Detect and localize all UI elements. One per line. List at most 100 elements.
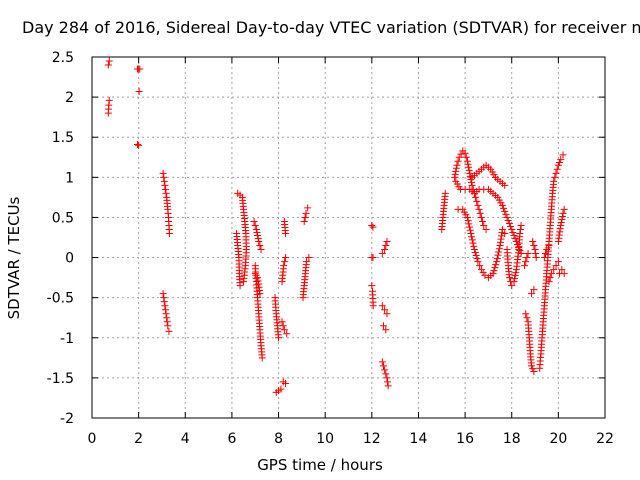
data-point-marker bbox=[528, 290, 536, 298]
data-point-marker bbox=[516, 229, 524, 237]
data-point-marker bbox=[473, 197, 481, 205]
data-point-marker bbox=[466, 226, 474, 234]
data-point-marker bbox=[251, 221, 259, 229]
y-axis-label: SDTVAR / TECUs bbox=[5, 196, 23, 320]
data-point-marker bbox=[161, 302, 169, 310]
data-point-marker bbox=[511, 235, 519, 243]
data-point-marker bbox=[558, 266, 566, 274]
data-point-marker bbox=[466, 223, 474, 231]
data-point-marker bbox=[382, 370, 390, 378]
data-point-marker bbox=[381, 246, 389, 254]
data-point-marker bbox=[470, 246, 478, 254]
data-point-marker bbox=[452, 167, 460, 175]
data-point-marker bbox=[160, 173, 168, 181]
data-point-marker bbox=[368, 282, 376, 290]
data-point-marker bbox=[530, 286, 538, 294]
data-point-marker bbox=[379, 322, 387, 330]
data-point-marker bbox=[463, 213, 471, 221]
data-point-marker bbox=[382, 326, 390, 334]
data-point-marker bbox=[277, 385, 285, 393]
data-point-marker bbox=[492, 261, 500, 269]
data-point-marker bbox=[382, 242, 390, 250]
data-point-marker bbox=[161, 185, 169, 193]
data-point-marker bbox=[465, 220, 473, 228]
data-point-marker bbox=[378, 302, 386, 310]
data-point-marker bbox=[455, 153, 463, 161]
data-point-marker bbox=[165, 327, 173, 335]
data-point-marker bbox=[480, 221, 488, 229]
y-tick-label: 1 bbox=[65, 170, 74, 186]
data-point-marker bbox=[495, 248, 503, 256]
data-point-marker bbox=[160, 298, 168, 306]
data-point-marker bbox=[501, 207, 509, 215]
data-point-marker bbox=[159, 290, 167, 298]
x-tick-label: 14 bbox=[410, 431, 428, 447]
data-point-marker bbox=[560, 270, 568, 278]
data-point-marker bbox=[465, 166, 473, 174]
data-point-marker bbox=[378, 358, 386, 366]
data-point-marker bbox=[282, 380, 290, 388]
data-point-marker bbox=[493, 258, 501, 266]
data-point-marker bbox=[282, 254, 290, 262]
data-point-marker bbox=[369, 254, 377, 262]
x-tick-label: 20 bbox=[549, 431, 567, 447]
data-point-marker bbox=[161, 181, 169, 189]
data-point-marker bbox=[471, 249, 479, 257]
data-point-marker bbox=[104, 61, 112, 69]
data-point-marker bbox=[251, 270, 259, 278]
data-point-marker bbox=[546, 274, 554, 282]
data-point-marker bbox=[559, 209, 567, 217]
data-point-marker bbox=[161, 306, 169, 314]
data-point-marker bbox=[466, 172, 474, 180]
plot-frame bbox=[91, 56, 606, 419]
x-tick-label: 12 bbox=[363, 431, 381, 447]
data-point-marker bbox=[281, 258, 289, 266]
data-point-marker bbox=[369, 302, 377, 310]
data-point-marker bbox=[557, 156, 565, 164]
y-tick-label: 1.5 bbox=[52, 130, 74, 146]
data-point-marker bbox=[255, 238, 263, 246]
data-point-marker bbox=[135, 141, 143, 149]
x-tick-label: 18 bbox=[503, 431, 521, 447]
x-tick-label: 2 bbox=[134, 431, 143, 447]
data-point-marker bbox=[451, 173, 459, 181]
data-point-marker bbox=[505, 274, 513, 282]
data-points bbox=[104, 57, 568, 396]
data-point-marker bbox=[381, 366, 389, 374]
y-tick-label: -0.5 bbox=[47, 291, 74, 307]
data-point-marker bbox=[545, 242, 553, 250]
data-point-marker bbox=[504, 216, 512, 224]
data-point-marker bbox=[516, 225, 524, 233]
y-tick-label: -1.5 bbox=[47, 371, 74, 387]
data-point-marker bbox=[530, 242, 538, 250]
data-point-marker bbox=[473, 255, 481, 263]
data-point-marker bbox=[278, 318, 286, 326]
data-point-marker bbox=[164, 322, 172, 330]
data-point-marker bbox=[466, 169, 474, 177]
data-point-marker bbox=[384, 378, 392, 386]
data-point-marker bbox=[540, 254, 548, 262]
data-point-marker bbox=[461, 149, 469, 157]
x-tick-label: 22 bbox=[596, 431, 614, 447]
data-point-marker bbox=[163, 318, 171, 326]
data-point-marker bbox=[517, 221, 525, 229]
data-point-marker bbox=[474, 258, 482, 266]
x-axis-label: GPS time / hours bbox=[257, 456, 383, 474]
x-tick-label: 4 bbox=[181, 431, 190, 447]
data-point-marker bbox=[379, 362, 387, 370]
data-point-marker bbox=[482, 225, 490, 233]
data-point-marker bbox=[369, 223, 377, 231]
data-point-marker bbox=[383, 238, 391, 246]
data-point-marker bbox=[250, 217, 258, 225]
axis-ticks: 0 2 4 6 8 10 12 14 16 18 20 22 2.5 2 1.5 1 0.5 0 -0.5 -1 -1.… bbox=[47, 50, 614, 447]
data-point-marker bbox=[468, 236, 476, 244]
data-point-marker bbox=[381, 306, 389, 314]
data-point-marker bbox=[477, 213, 485, 221]
data-point-marker bbox=[554, 258, 562, 266]
x-tick-label: 0 bbox=[88, 431, 97, 447]
data-point-marker bbox=[522, 310, 530, 318]
data-point-marker bbox=[300, 217, 308, 225]
data-point-marker bbox=[470, 242, 478, 250]
y-tick-label: 0.5 bbox=[52, 210, 74, 226]
